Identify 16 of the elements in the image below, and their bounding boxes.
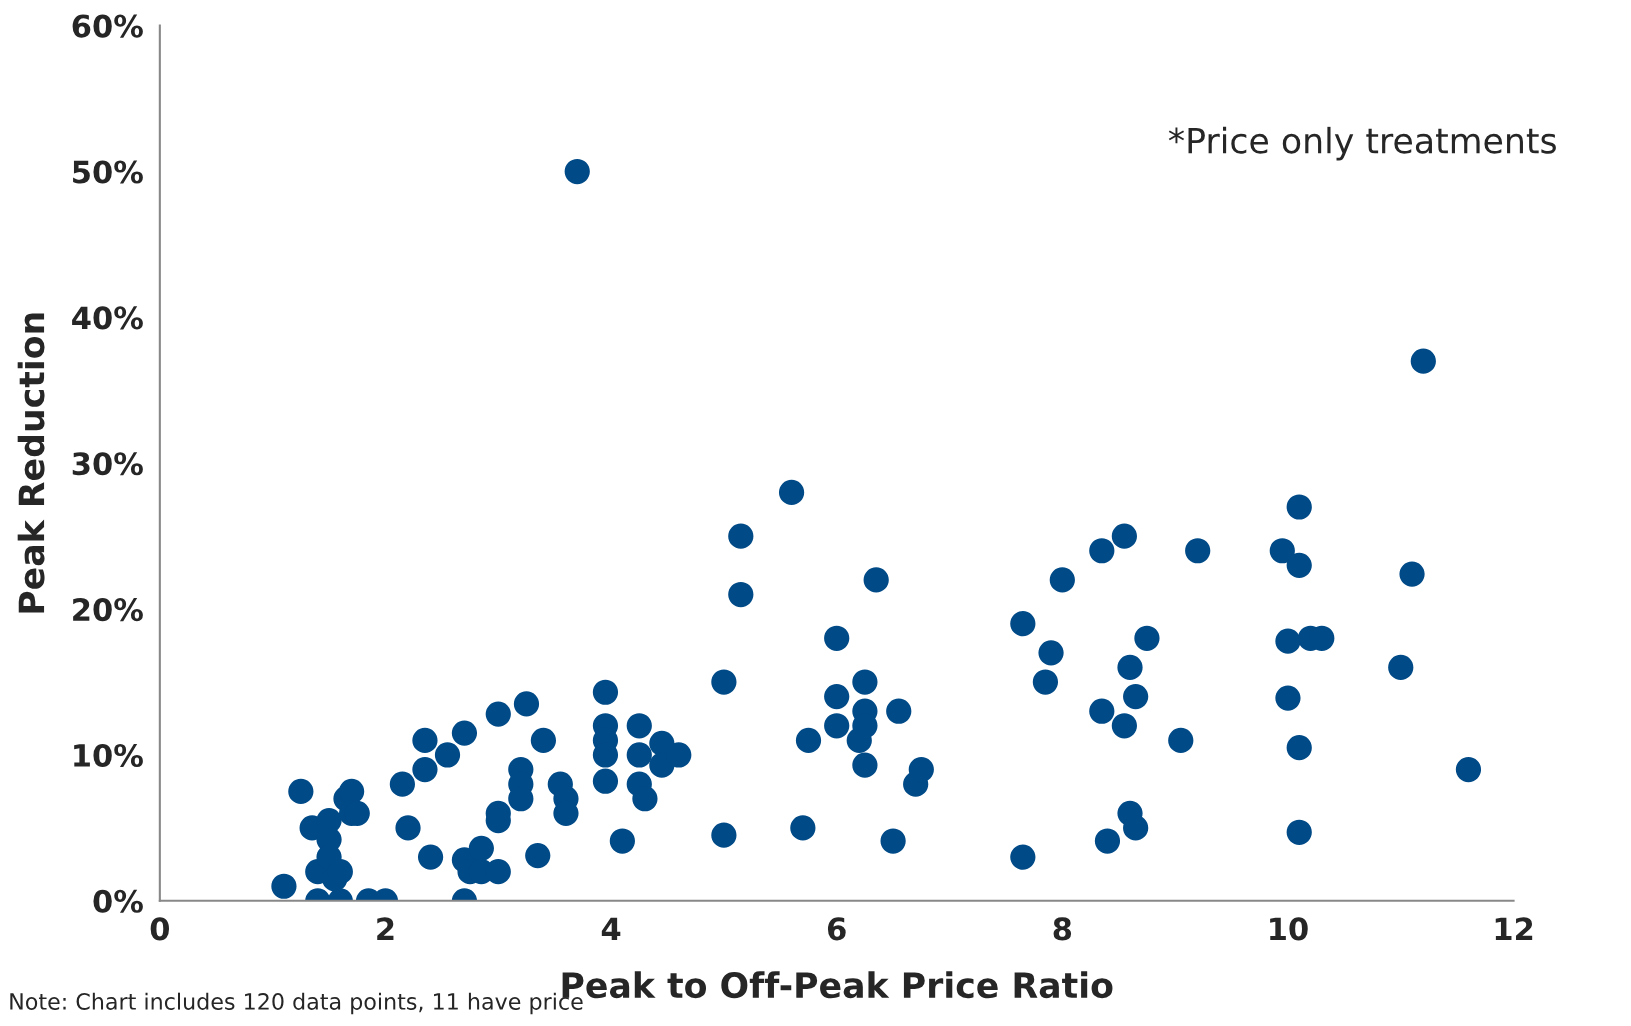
y-tick-label: 40% [72, 306, 143, 330]
y-tick-label: 30% [72, 452, 143, 476]
y-tick-label: 60% [72, 14, 143, 38]
x-tick-label: 2 [377, 917, 394, 941]
x-tick-label: 4 [601, 917, 621, 941]
y-tick-label: 50% [73, 160, 143, 184]
y-tick-label: 20% [73, 598, 143, 622]
x-tick-label: 10 [1270, 917, 1308, 941]
x-tick-label: 0 [150, 917, 170, 941]
x-tick-label: 6 [827, 917, 846, 941]
y-tick-label: 0% [93, 889, 143, 913]
y-tick-label: 10% [74, 743, 143, 768]
y-axis-title: Peak Reduction [17, 313, 45, 613]
x-tick-label: 12 [1495, 917, 1533, 941]
x-tick-label: 8 [1053, 917, 1072, 941]
annotation: *Price only treatments [1168, 126, 1556, 161]
